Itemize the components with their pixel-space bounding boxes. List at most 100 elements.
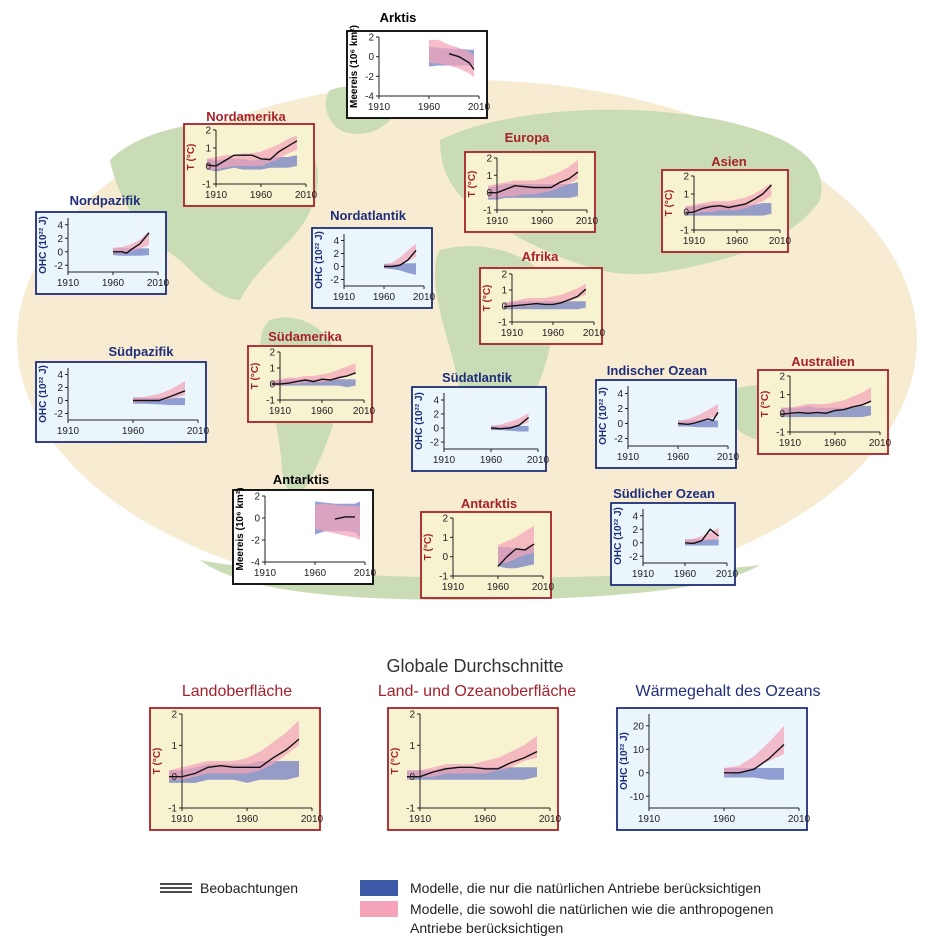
panel-nordamerika: Nordamerika -1 0 1 2 1910 1960 2010 T (°C) [183, 109, 318, 207]
y-tick-label: 0 [269, 380, 275, 391]
y-tick-label: 0 [486, 188, 492, 199]
y-tick-label: -4 [365, 92, 374, 103]
x-tick-label: 1960 [122, 426, 145, 437]
y-tick-label: 0 [368, 52, 374, 63]
observation-line [407, 750, 538, 778]
observation-line [384, 249, 417, 268]
y-axis-label: T (°C) [390, 748, 401, 775]
panel-global_waermegehalt: Wärmegehalt des Ozeans -10 0 10 20 1910 1960 20… [616, 683, 820, 831]
observation-line [684, 528, 720, 545]
panel-title: Nordpazifik [70, 193, 142, 208]
y-tick-label: 2 [501, 270, 507, 281]
y-tick-label: -1 [680, 226, 689, 237]
legend-swatches [160, 880, 398, 917]
band-natural-anthro [498, 525, 534, 565]
x-tick-label: 1910 [779, 438, 802, 449]
panel-title: Südpazifik [108, 344, 174, 359]
observation-line [497, 543, 535, 567]
y-tick-label: 2 [683, 172, 689, 183]
x-tick-label: 2010 [869, 438, 892, 449]
x-tick-label: 1910 [171, 814, 194, 825]
observation-line [780, 400, 872, 415]
observation-line [334, 516, 355, 520]
observation-line [503, 288, 587, 308]
band-natural-anthro [207, 135, 297, 170]
x-tick-label: 1960 [824, 438, 847, 449]
panel-suedamerika: Südamerika -1 0 1 2 1910 1960 2010 T (°C) [247, 329, 376, 423]
y-tick-label: 2 [779, 372, 785, 383]
panel-nordatlantik: Nordatlantik -2 0 2 4 1910 1960 2010 OHC (10²² J… [311, 208, 436, 309]
y-tick-label: 2 [57, 234, 63, 245]
x-tick-label: 2010 [354, 568, 377, 579]
y-tick-label: -10 [630, 792, 645, 803]
x-tick-label: 2010 [468, 102, 491, 113]
x-tick-label: 2010 [527, 455, 550, 466]
y-tick-label: 0 [171, 772, 177, 783]
y-tick-label: 0 [442, 552, 448, 563]
panel-suedpazifik: Südpazifik -2 0 2 4 1910 1960 2010 OHC (10²² J) [35, 344, 210, 443]
y-tick-label: 10 [633, 745, 645, 756]
observation-line [490, 416, 530, 430]
legend-natural-anthro-line2: Antriebe berücksichtigen [410, 920, 564, 936]
natural-anthro-swatch [360, 901, 398, 917]
x-tick-label: 1960 [250, 190, 273, 201]
x-tick-label: 2010 [413, 292, 436, 303]
x-tick-label: 1960 [236, 814, 259, 825]
observation-line [113, 232, 150, 254]
y-tick-label: -2 [54, 261, 63, 272]
y-tick-label: -1 [776, 428, 785, 439]
x-tick-label: 1910 [486, 216, 509, 227]
band-natural-anthro [315, 503, 360, 540]
y-tick-label: -2 [330, 275, 339, 286]
x-tick-label: 2010 [583, 328, 606, 339]
y-tick-label: 1 [501, 286, 507, 297]
x-tick-label: 2010 [295, 190, 318, 201]
panel-title: Land- und Ozeanoberfläche [378, 683, 576, 700]
x-tick-label: 1960 [474, 814, 497, 825]
x-tick-label: 1960 [480, 455, 503, 466]
y-tick-label: -2 [54, 409, 63, 420]
band-natural-anthro [488, 159, 578, 198]
y-tick-label: -2 [365, 72, 374, 83]
observation-line [488, 171, 579, 194]
y-tick-label: 0 [683, 208, 689, 219]
y-tick-label: 4 [333, 236, 339, 247]
legend-natural-only: Modelle, die nur die natürlichen Antrieb… [410, 880, 761, 896]
y-tick-label: 4 [617, 389, 623, 400]
band-natural-anthro [113, 231, 149, 254]
y-tick-label: 0 [333, 262, 339, 273]
y-tick-label: 1 [442, 533, 448, 544]
panel-antarktis_eis: Antarktis -4 -2 0 2 1910 1960 2010 Meereis (10⁶ … [232, 472, 377, 585]
panel-title: Südatlantik [442, 370, 513, 385]
x-tick-label: 1910 [442, 582, 465, 593]
y-tick-label: -1 [483, 206, 492, 217]
x-tick-label: 1960 [487, 582, 510, 593]
y-tick-label: 1 [409, 741, 415, 752]
y-tick-label: -1 [439, 572, 448, 583]
y-tick-label: 2 [368, 33, 374, 44]
panel-europa: Europa -1 0 1 2 1910 1960 2010 T (°C) [464, 130, 599, 233]
x-tick-label: 1910 [683, 236, 706, 247]
x-tick-label: 2010 [769, 236, 792, 247]
y-tick-label: 0 [632, 538, 638, 549]
y-axis-label: T (°C) [760, 391, 771, 418]
y-tick-label: -1 [498, 318, 507, 329]
observation-line [169, 738, 300, 778]
y-axis-label: T (°C) [467, 171, 478, 198]
x-tick-label: 2010 [788, 814, 811, 825]
y-axis-label: OHC (10²² J) [38, 365, 49, 423]
global-section-title: Globale Durchschnitte [386, 656, 563, 676]
y-axis-label: T (°C) [423, 534, 434, 561]
panel-title: Asien [711, 154, 746, 169]
y-tick-label: -4 [251, 558, 260, 569]
y-tick-label: 1 [683, 190, 689, 201]
x-tick-label: 2010 [301, 814, 324, 825]
y-tick-label: -2 [629, 552, 638, 563]
panel-title: Australien [791, 354, 855, 369]
panel-title: Indischer Ozean [607, 363, 707, 378]
y-tick-label: 0 [57, 396, 63, 407]
panel-title: Landoberfläche [182, 683, 292, 700]
panel-antarktis_temp: Antarktis -1 0 1 2 1910 1960 2010 T (°C) [420, 496, 555, 599]
